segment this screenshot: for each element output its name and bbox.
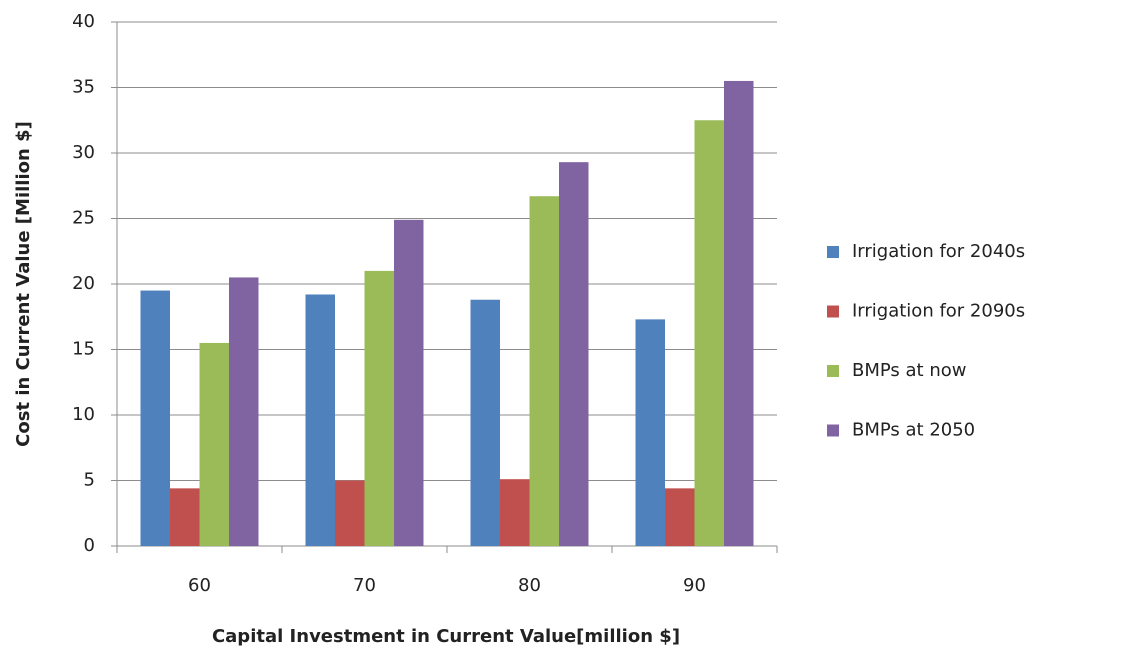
- y-tick-label: 30: [72, 142, 95, 163]
- bar: [140, 290, 170, 546]
- x-tick-label: 60: [188, 575, 211, 596]
- x-tick-label: 80: [518, 575, 541, 596]
- legend-swatch: [827, 365, 839, 377]
- legend-label: BMPs at now: [852, 360, 966, 381]
- y-tick-label: 0: [84, 535, 95, 556]
- y-tick-label: 10: [72, 404, 95, 425]
- legend-swatch: [827, 246, 839, 258]
- y-tick-label: 25: [72, 208, 95, 229]
- bar: [394, 219, 424, 546]
- y-tick-label: 20: [72, 273, 95, 294]
- bar: [305, 294, 335, 546]
- y-axis-label: Cost in Current Value [Million $]: [13, 121, 34, 447]
- legend-swatch: [827, 424, 839, 437]
- bar: [665, 488, 695, 546]
- bar: [724, 80, 754, 546]
- legend-label: Irrigation for 2040s: [852, 241, 1025, 262]
- legend-label: BMPs at 2050: [852, 420, 975, 441]
- x-tick-label: 90: [683, 575, 706, 596]
- x-tick-label: 70: [353, 575, 376, 596]
- legend-swatch: [827, 305, 839, 318]
- y-tick-label: 35: [72, 77, 95, 98]
- x-axis-label: Capital Investment in Current Value[mill…: [212, 626, 680, 647]
- bar: [335, 480, 365, 546]
- bar: [694, 120, 724, 546]
- y-tick-label: 15: [72, 339, 95, 360]
- bar: [229, 277, 259, 546]
- bar: [559, 162, 589, 547]
- legend-label: Irrigation for 2090s: [852, 301, 1025, 322]
- bar: [635, 319, 665, 546]
- bar: [170, 488, 200, 546]
- bar: [199, 342, 229, 546]
- bar: [529, 196, 559, 547]
- y-tick-label: 5: [84, 470, 95, 491]
- y-tick-label: 40: [72, 11, 95, 32]
- bar: [470, 299, 500, 546]
- bar: [500, 479, 530, 546]
- bar: [364, 270, 394, 546]
